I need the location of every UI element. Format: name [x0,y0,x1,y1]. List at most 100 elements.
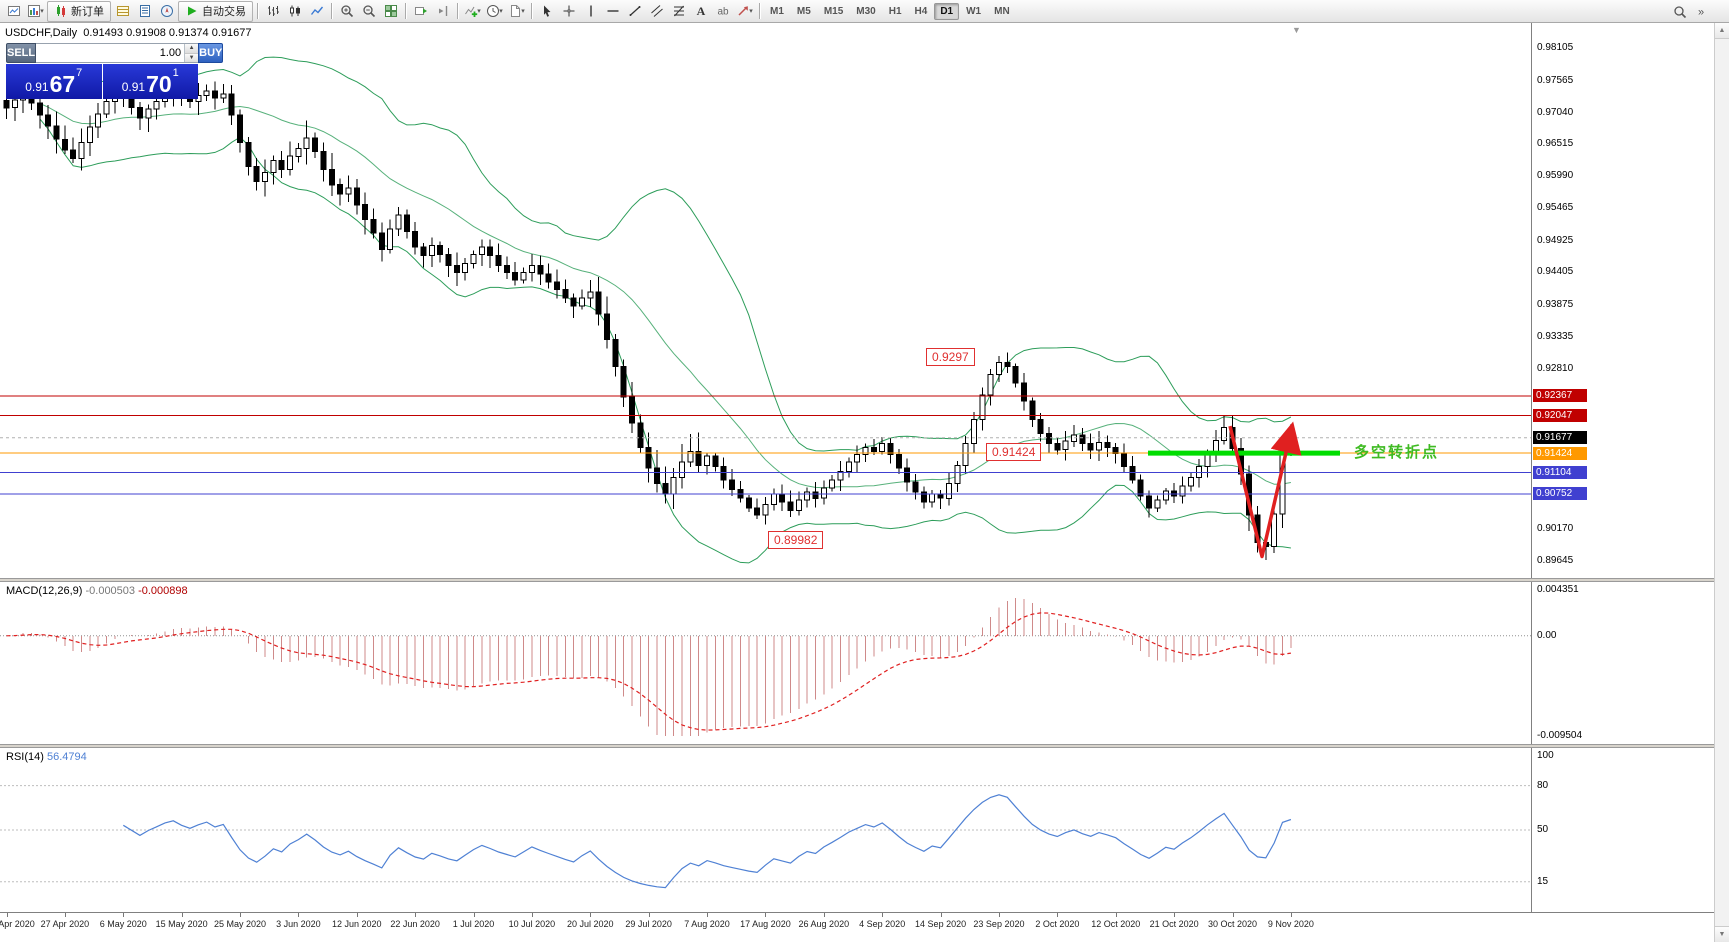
rsi-axis-label: 50 [1537,824,1549,835]
macd-axis-label: 0.00 [1537,629,1557,641]
date-tick [181,913,183,917]
price-tick-label: 0.92810 [1537,363,1574,375]
time-axis[interactable]: 7 Apr 2020 27 Apr 2020 6 May 2020 15 May 20… [0,912,1729,942]
timeframe-button-d1[interactable]: D1 [934,2,960,20]
timeframe-button-m1[interactable]: M1 [770,5,784,17]
price-tick-label: 0.95990 [1537,170,1574,182]
price-tag: 0.89982 [768,530,824,549]
indicators-icon[interactable]: ▾ [462,2,483,21]
macd-plot [0,582,1531,744]
date-label: 2 Oct 2020 [1035,919,1080,929]
macd-axis-label: 0.004351 [1537,584,1579,595]
timeframe-button-m30[interactable]: M30 [856,5,876,17]
cursor-icon[interactable] [536,2,557,21]
candlestick-chart-icon[interactable] [284,2,305,21]
price-tick-label: 0.95465 [1537,202,1574,214]
price-tick-label: 0.94925 [1537,234,1574,246]
timeframe-button-h4[interactable]: H4 [914,5,928,17]
date-label: 3 Jun 2020 [276,919,321,929]
rsi-indicator-panel[interactable]: RSI(14) 56.4794 [0,748,1531,912]
chart-symbol-period: USDCHF,Daily [5,27,78,39]
macd-indicator-panel[interactable]: MACD(12,26,9) -0.000503 -0.000898 [0,582,1531,744]
search-icon[interactable] [1669,2,1690,21]
volume-up-button[interactable]: ▲ [185,44,199,54]
arrows-icon[interactable]: ▾ [734,2,755,21]
main-chart-panel[interactable]: USDCHF,Daily 0.91493 0.91908 0.91374 0.9… [0,23,1531,578]
new-order-button[interactable]: 新订单 [47,0,111,22]
data-window-icon[interactable] [134,2,155,21]
volume-input[interactable] [36,44,185,62]
navigator-icon[interactable] [156,2,177,21]
date-tick [473,913,475,917]
date-label: 12 Oct 2020 [1091,919,1141,929]
line-chart-icon[interactable] [306,2,327,21]
chart-shift-icon[interactable] [432,2,453,21]
fibonacci-icon[interactable] [668,2,689,21]
price-tick-label: 0.98105 [1537,42,1574,53]
price-line-badge: 0.90752 [1533,487,1587,501]
turning-point-note: 多空转折点 [1354,443,1440,461]
macd-axis-label: -0.009504 [1537,730,1583,741]
bid-price-display[interactable]: 0.91 67 7 [6,64,102,99]
ask-price-display[interactable]: 0.91 70 1 [102,64,198,99]
periods-icon[interactable]: ▾ [484,2,505,21]
bar-chart-icon[interactable] [262,2,283,21]
date-label: 27 Apr 2020 [40,919,90,929]
price-tag: 0.91424 [986,443,1042,462]
crosshair-icon[interactable] [558,2,579,21]
panel-splitter[interactable] [0,744,1729,748]
market-watch-icon[interactable] [112,2,133,21]
vertical-line-icon[interactable] [580,2,601,21]
tile-windows-icon[interactable] [380,2,401,21]
price-tick-label: 0.97040 [1537,106,1574,118]
date-tick [298,913,300,917]
new-chart-icon[interactable] [3,2,24,21]
panel-splitter[interactable] [0,578,1729,582]
date-tick [1290,913,1292,917]
sell-button[interactable]: SELL [6,43,37,63]
timeframe-button-m5[interactable]: M5 [796,5,811,17]
volume-down-button[interactable]: ▼ [185,53,199,62]
equidistant-channel-icon[interactable] [646,2,667,21]
candlestick-chart[interactable] [0,23,1531,578]
chart-shift-marker-icon[interactable]: ▼ [1292,25,1301,35]
trendline-icon[interactable] [624,2,645,21]
timeframe-button-mn[interactable]: MN [994,5,1010,17]
zoom-in-icon[interactable] [336,2,357,21]
scroll-up-button[interactable]: ▲ [1715,23,1729,39]
date-tick [590,913,592,917]
timeframe-button-w1[interactable]: W1 [966,5,982,17]
timeframe-button-h1[interactable]: H1 [888,5,902,17]
price-tick-label: 0.89645 [1537,555,1574,566]
volume-spinner[interactable]: ▲ ▼ [184,44,199,62]
date-label: 7 Aug 2020 [684,919,730,929]
text-icon[interactable]: A [690,2,711,21]
zoom-out-icon[interactable] [358,2,379,21]
scroll-down-button[interactable]: ▼ [1715,926,1729,942]
date-label: 15 May 2020 [155,919,208,929]
timeframe-button-m15[interactable]: M15 [823,5,844,17]
chart-ohlc-line: USDCHF,Daily 0.91493 0.91908 0.91374 0.9… [5,27,252,39]
auto-scroll-icon[interactable] [410,2,431,21]
date-label: 1 Jul 2020 [452,919,495,929]
price-axis[interactable]: 0.98105 0.97565 0.97040 0.96515 0.95990 0.954… [1531,23,1714,912]
buy-button[interactable]: BUY [198,43,224,63]
templates-icon[interactable]: ▾ [506,2,527,21]
date-label: 30 Oct 2020 [1207,919,1257,929]
menu-overflow-icon[interactable]: » [1690,2,1711,21]
price-tag: 0.9297 [926,347,975,366]
date-tick [823,913,825,917]
volume-field[interactable]: ▲ ▼ [36,43,199,63]
text-label-icon[interactable]: ab [712,2,733,21]
svg-text:A: A [696,4,705,18]
vertical-scrollbar[interactable]: ▲ ▼ [1714,23,1729,942]
horizontal-line-icon[interactable] [602,2,623,21]
date-tick [999,913,1000,917]
rsi-label: RSI(14) 56.4794 [6,751,87,763]
date-label: 23 Sep 2020 [973,919,1025,929]
date-tick [240,913,241,917]
chart-profiles-icon[interactable]: ▾ [25,2,46,21]
autotrading-button[interactable]: 自动交易 [178,0,253,22]
